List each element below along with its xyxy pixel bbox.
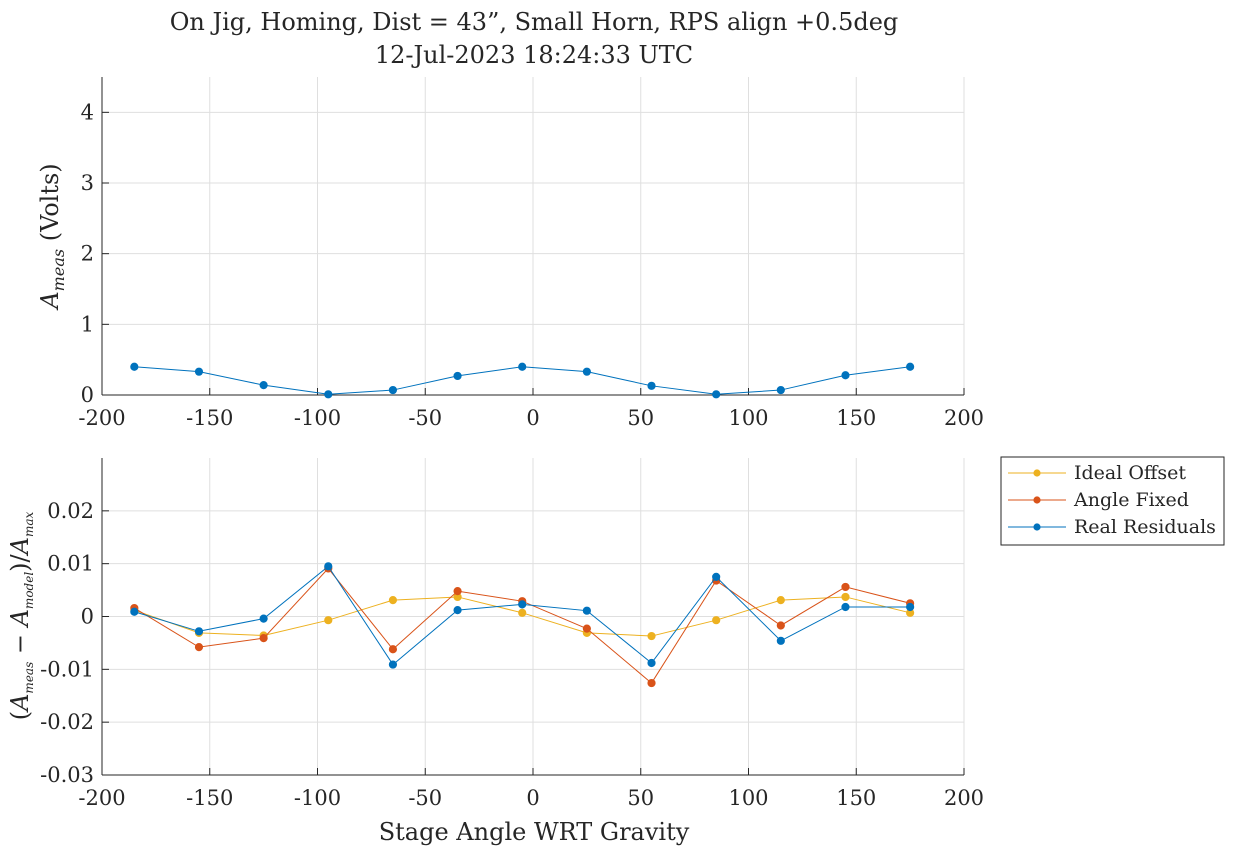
top-series-point bbox=[324, 390, 333, 399]
top-series-point bbox=[130, 362, 139, 371]
legend-ideal-offset-marker bbox=[1033, 469, 1041, 477]
bot-ideal-offset-point bbox=[841, 592, 850, 602]
bot-real-residuals-point bbox=[906, 602, 915, 612]
chart-title: On Jig, Homing, Dist = 43”, Small Horn, … bbox=[170, 8, 899, 36]
bot-real-residuals-point bbox=[647, 658, 656, 668]
legend-real-residuals-marker bbox=[1033, 523, 1041, 531]
legend-angle-fixed-marker bbox=[1033, 496, 1041, 504]
top-y-tick-label: 0 bbox=[81, 383, 94, 407]
bot-y-tick-label: 0 bbox=[81, 605, 94, 629]
top-series-point bbox=[712, 390, 721, 399]
bot-real-residuals-point bbox=[388, 660, 398, 669]
bot-real-residuals-point bbox=[776, 636, 785, 645]
bot-y-tick-label: -0.02 bbox=[40, 710, 94, 734]
top-series-point bbox=[194, 367, 204, 376]
top-y-tick-label: 3 bbox=[81, 171, 94, 195]
top-series-point bbox=[518, 362, 527, 371]
top-series-point bbox=[906, 362, 915, 371]
bot-real-residuals-point bbox=[130, 607, 139, 616]
bot-y-tick-label: 0.02 bbox=[47, 499, 94, 523]
bot-ideal-offset-point bbox=[647, 631, 656, 641]
bot-real-residuals-point bbox=[518, 600, 527, 609]
bot-angle-fixed-point bbox=[453, 587, 462, 596]
top-x-tick-label: 100 bbox=[728, 406, 768, 430]
bottom-x-axis-label: Stage Angle WRT Gravity bbox=[379, 818, 690, 846]
bot-real-residuals-point bbox=[453, 606, 462, 615]
bot-ideal-offset-point bbox=[712, 616, 721, 625]
bottom-plot-panel: -200 -150 -100 -50 0 50 100 150 200 -0.03 -0.02 -0.… bbox=[6, 458, 984, 846]
bot-x-tick-label: 50 bbox=[627, 786, 654, 810]
top-series-point bbox=[388, 385, 398, 395]
bot-real-residuals-point bbox=[194, 627, 204, 636]
bot-x-tick-label: 150 bbox=[836, 786, 876, 810]
top-series-point bbox=[647, 381, 656, 390]
bot-x-tick-label: -200 bbox=[78, 786, 125, 810]
bot-x-tick-label: -50 bbox=[408, 786, 442, 810]
bot-angle-fixed-point bbox=[259, 634, 268, 643]
bot-real-residuals-point bbox=[712, 572, 721, 581]
top-x-tick-label: -150 bbox=[186, 406, 233, 430]
top-x-tick-label: -200 bbox=[78, 406, 125, 430]
bot-real-residuals-point bbox=[582, 606, 591, 615]
bottom-y-axis-label: (Ameas − Amodel)/Amax bbox=[6, 511, 36, 720]
top-series-point bbox=[841, 371, 850, 380]
bottom-tick-labels: -200 -150 -100 -50 0 50 100 150 200 -0.03 -0.02 -0.… bbox=[40, 499, 984, 810]
bot-real-residuals-point bbox=[841, 602, 850, 612]
top-series-point bbox=[259, 381, 268, 390]
top-series-point bbox=[582, 367, 591, 376]
legend-ideal-offset-label: Ideal Offset bbox=[1074, 462, 1186, 484]
bot-y-tick-label: -0.01 bbox=[40, 657, 94, 681]
top-axes bbox=[101, 77, 965, 396]
top-series-point bbox=[776, 385, 785, 395]
bot-real-residuals-point bbox=[324, 562, 333, 571]
bottom-axes bbox=[101, 458, 965, 776]
top-x-tick-label: 150 bbox=[836, 406, 876, 430]
top-x-tick-label: 0 bbox=[526, 406, 539, 430]
bot-angle-fixed-point bbox=[841, 582, 850, 592]
bot-angle-fixed-point bbox=[582, 624, 591, 633]
top-x-tick-label: -100 bbox=[294, 406, 341, 430]
legend: Ideal Offset Angle Fixed Real Residuals bbox=[1000, 456, 1225, 546]
top-series bbox=[130, 362, 915, 399]
bot-ideal-offset-point bbox=[388, 596, 398, 605]
top-y-tick-label: 2 bbox=[81, 242, 94, 266]
top-series-point bbox=[453, 371, 462, 381]
bot-ideal-offset-point bbox=[518, 608, 527, 617]
top-plot-panel: -200 -150 -100 -50 0 50 100 150 200 0 1 2 3 4 Ameas (… bbox=[36, 77, 984, 430]
top-y-axis-label: Ameas (Volts) bbox=[36, 163, 68, 310]
chart-subtitle: 12-Jul-2023 18:24:33 UTC bbox=[375, 41, 693, 69]
top-tick-labels: -200 -150 -100 -50 0 50 100 150 200 0 1 2 3 4 bbox=[78, 100, 984, 430]
bot-ideal-offset-point bbox=[324, 616, 333, 625]
legend-angle-fixed-label: Angle Fixed bbox=[1073, 489, 1189, 511]
bot-y-tick-label: 0.01 bbox=[47, 552, 94, 576]
top-x-tick-label: 200 bbox=[944, 406, 984, 430]
top-y-tick-label: 4 bbox=[81, 100, 94, 124]
bot-y-tick-label: -0.03 bbox=[40, 763, 94, 787]
bot-x-tick-label: -100 bbox=[294, 786, 341, 810]
bot-x-tick-label: 200 bbox=[944, 786, 984, 810]
bot-x-tick-label: 100 bbox=[728, 786, 768, 810]
top-y-tick-label: 1 bbox=[81, 312, 94, 336]
bot-angle-fixed-point bbox=[388, 645, 398, 654]
bot-ideal-offset-point bbox=[776, 596, 785, 605]
top-x-tick-label: 50 bbox=[627, 406, 654, 430]
bot-angle-fixed-point bbox=[647, 678, 656, 688]
bot-real-residuals-point bbox=[259, 614, 268, 623]
bot-x-tick-label: -150 bbox=[186, 786, 233, 810]
bot-angle-fixed-point bbox=[194, 643, 204, 652]
bot-angle-fixed-point bbox=[776, 621, 785, 630]
bot-x-tick-label: 0 bbox=[526, 786, 539, 810]
top-x-tick-label: -50 bbox=[408, 406, 442, 430]
bottom-series bbox=[130, 562, 915, 688]
legend-real-residuals-label: Real Residuals bbox=[1074, 516, 1216, 538]
